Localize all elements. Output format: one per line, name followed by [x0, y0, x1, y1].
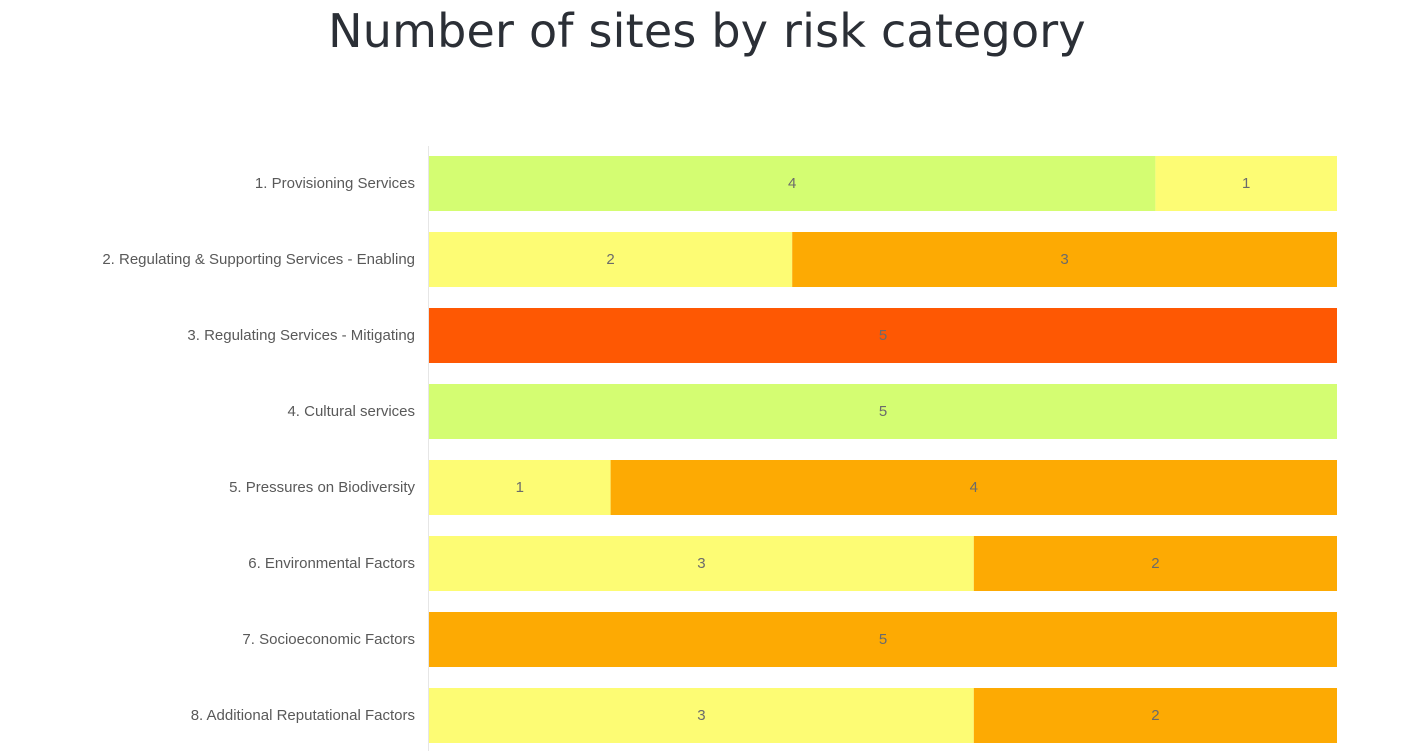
category-label: 7. Socioeconomic Factors [242, 631, 415, 648]
category-label: 1. Provisioning Services [255, 175, 415, 192]
data-label: 5 [879, 327, 887, 344]
category-label: 5. Pressures on Biodiversity [229, 479, 415, 496]
bar-segment [429, 156, 1156, 211]
bars-layer [428, 146, 1337, 751]
data-label: 3 [697, 555, 705, 572]
bar-segment [429, 612, 1337, 667]
category-label: 3. Regulating Services - Mitigating [187, 327, 415, 344]
bar-segment [429, 688, 974, 743]
category-label: 4. Cultural services [287, 403, 415, 420]
bar-segment [429, 536, 974, 591]
bar-segment [610, 460, 1337, 515]
labels-layer: 1. Provisioning Services 4 1 2. Regulating … [102, 175, 1250, 724]
data-label: 2 [606, 251, 614, 268]
bar-segment [429, 384, 1337, 439]
data-label: 1 [1242, 175, 1250, 192]
category-label: 2. Regulating & Supporting Services - En… [102, 251, 415, 268]
chart-title: Number of sites by risk category [328, 4, 1086, 58]
bar-segment [792, 232, 1337, 287]
data-label: 3 [1060, 251, 1068, 268]
data-label: 5 [879, 631, 887, 648]
bar-segment [429, 232, 793, 287]
bar-segment [973, 688, 1337, 743]
bar-segment [973, 536, 1337, 591]
category-label: 8. Additional Reputational Factors [191, 707, 415, 724]
data-label: 5 [879, 403, 887, 420]
bar-segment [429, 308, 1337, 363]
data-label: 2 [1151, 707, 1159, 724]
data-label: 4 [788, 175, 796, 192]
bar-segment [429, 460, 611, 515]
data-label: 3 [697, 707, 705, 724]
data-label: 1 [516, 479, 524, 496]
bar-segment [1155, 156, 1337, 211]
data-label: 4 [970, 479, 978, 496]
category-label: 6. Environmental Factors [248, 555, 415, 572]
data-label: 2 [1151, 555, 1159, 572]
